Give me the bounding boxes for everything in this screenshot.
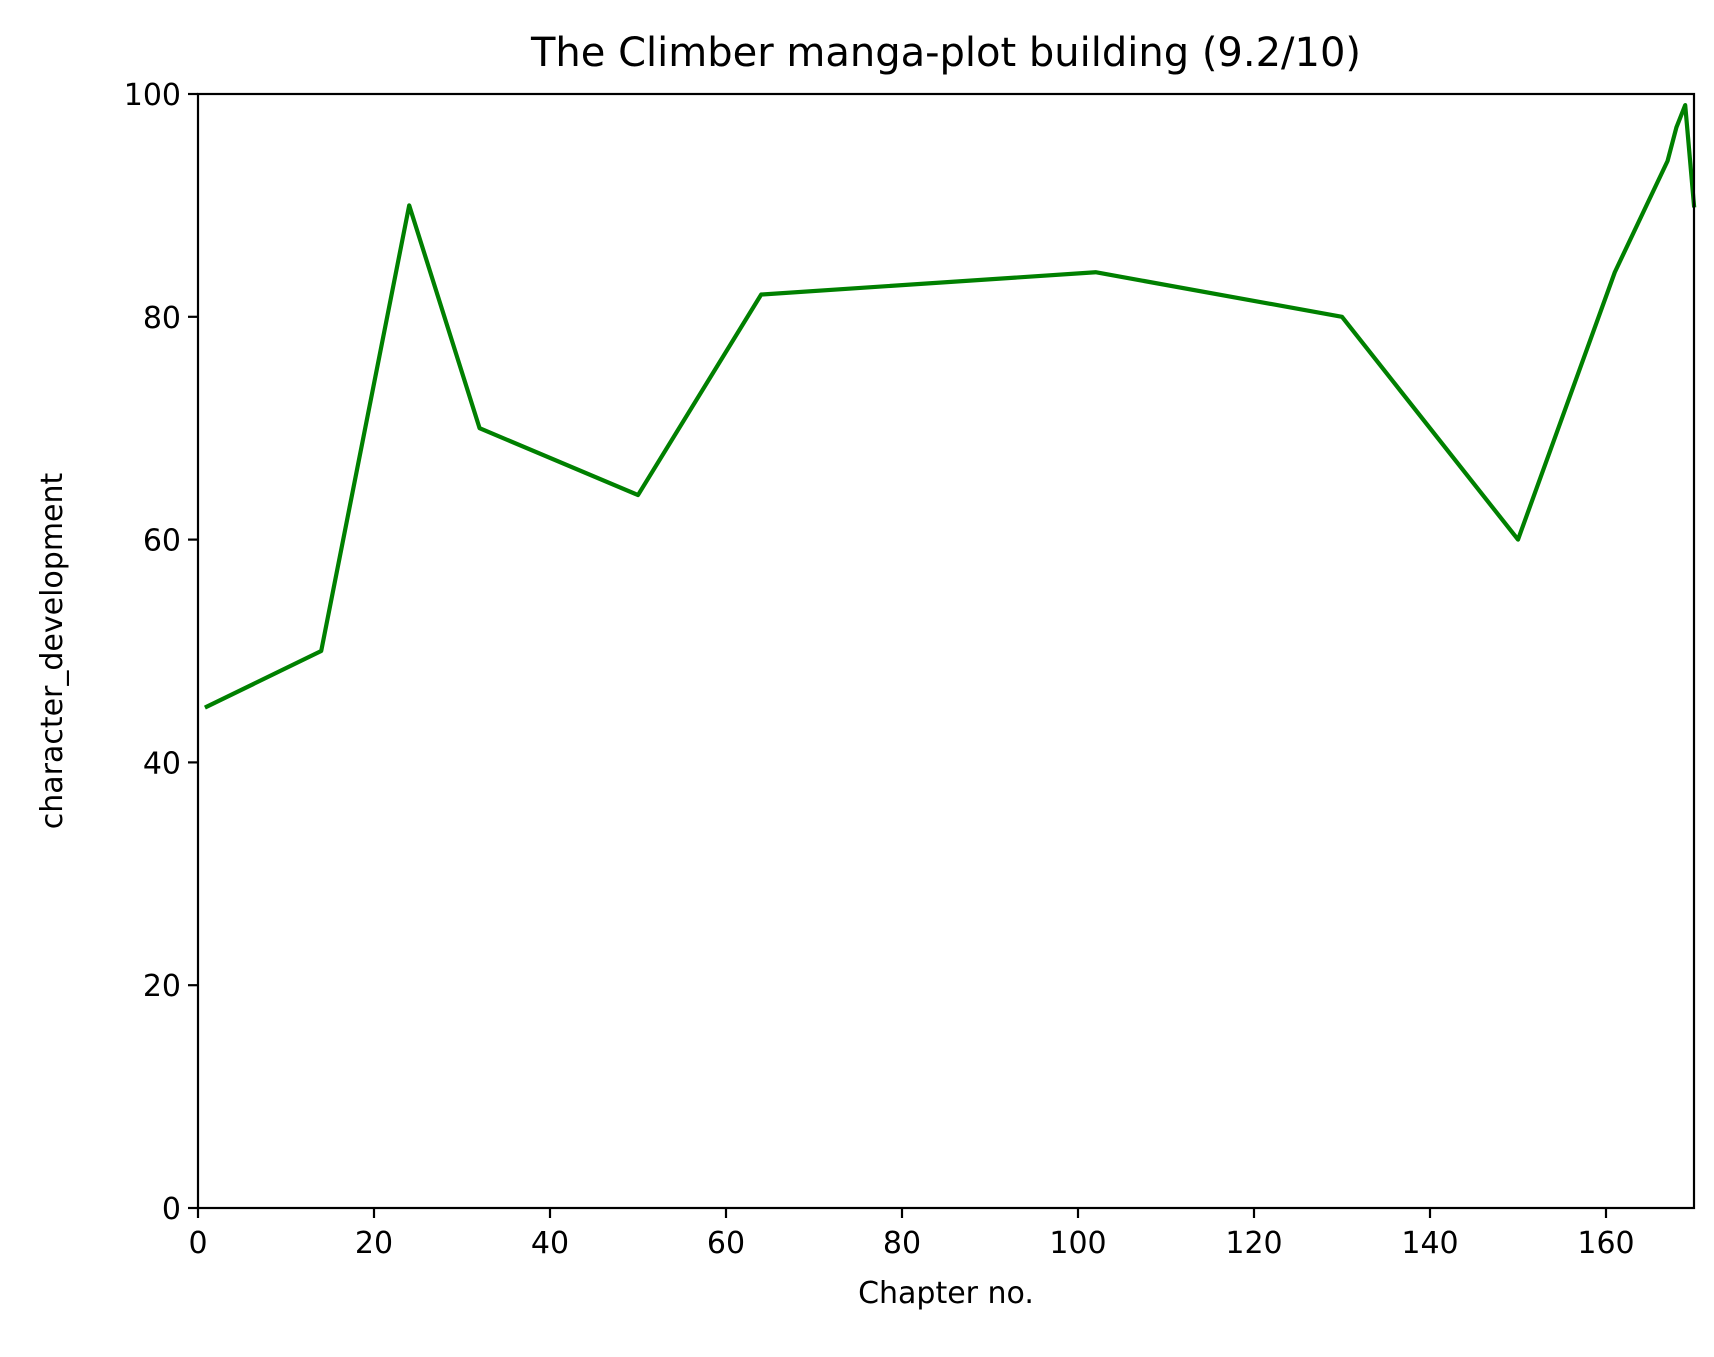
y-axis-ticks: 0 20 40 60 80 100 — [124, 78, 198, 1227]
x-tick-label: 160 — [1577, 1226, 1634, 1261]
x-tick-label: 120 — [1225, 1226, 1282, 1261]
y-tick-label: 80 — [143, 301, 181, 336]
x-tick-label: 140 — [1401, 1226, 1458, 1261]
x-tick-label: 100 — [1049, 1226, 1106, 1261]
plot-area: 0 20 40 60 80 100 120 140 160 0 20 40 60 80 100 — [124, 78, 1697, 1261]
y-axis-label: character_development — [35, 472, 70, 829]
x-tick-label: 40 — [531, 1226, 569, 1261]
x-tick-label: 60 — [707, 1226, 745, 1261]
x-axis-label: Chapter no. — [858, 1276, 1034, 1311]
series-group — [203, 103, 1697, 710]
y-tick-label: 100 — [124, 78, 181, 113]
x-axis-ticks: 0 20 40 60 80 100 120 140 160 — [188, 1208, 1635, 1261]
y-tick-label: 60 — [143, 524, 181, 559]
x-tick-label: 80 — [883, 1226, 921, 1261]
y-tick-label: 40 — [143, 746, 181, 781]
series-line — [203, 103, 1697, 710]
x-tick-label: 20 — [355, 1226, 393, 1261]
x-tick-label: 0 — [188, 1226, 207, 1261]
y-tick-label: 20 — [143, 969, 181, 1004]
y-tick-label: 0 — [162, 1192, 181, 1227]
chart-title: The Climber manga-plot building (9.2/10) — [530, 30, 1361, 76]
plot-frame — [196, 92, 1696, 1210]
